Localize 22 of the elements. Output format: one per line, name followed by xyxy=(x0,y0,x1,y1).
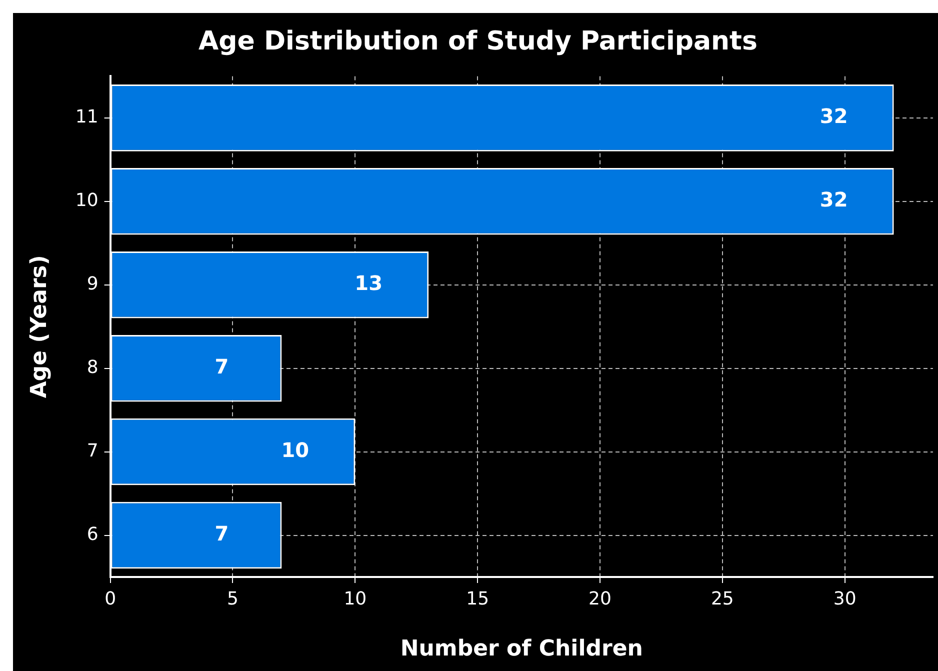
data-label: 7 xyxy=(214,354,229,379)
x-tick-label: 10 xyxy=(344,588,367,610)
x-tick-label: 25 xyxy=(710,588,734,610)
data-label: 32 xyxy=(820,188,848,212)
x-tick-label: 5 xyxy=(227,588,238,610)
y-tick-label: 9 xyxy=(86,274,98,295)
x-tick-label: 30 xyxy=(833,588,856,610)
x-tick-label: 0 xyxy=(104,588,116,610)
x-tick-label: 20 xyxy=(588,588,612,610)
y-tick-label: 11 xyxy=(75,106,98,128)
x-axis-title: Number of Children xyxy=(400,636,643,662)
y-tick-label: 6 xyxy=(86,524,98,545)
y-tick-label: 8 xyxy=(86,357,98,378)
data-label: 32 xyxy=(820,104,848,128)
x-tick-label: 15 xyxy=(466,588,490,610)
y-tick-label: 10 xyxy=(75,190,98,212)
y-axis-title: Age (Years) xyxy=(26,255,52,398)
data-label: 7 xyxy=(214,521,229,546)
chart-title: Age Distribution of Study Participants xyxy=(198,26,758,56)
y-tick-label: 7 xyxy=(86,440,98,462)
data-label: 13 xyxy=(354,271,383,296)
data-label: 10 xyxy=(281,438,310,462)
